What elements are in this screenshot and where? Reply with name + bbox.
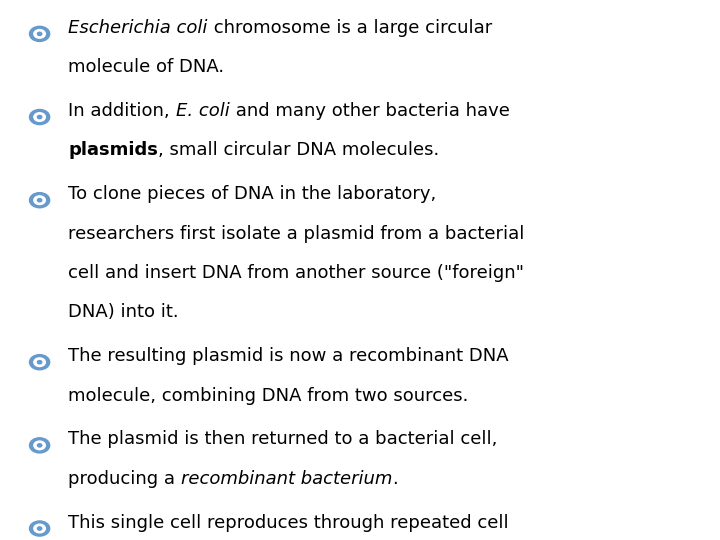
Text: The resulting plasmid is now a recombinant DNA: The resulting plasmid is now a recombina… [68, 347, 509, 365]
Circle shape [30, 110, 50, 125]
Text: molecule of DNA.: molecule of DNA. [68, 58, 225, 76]
Circle shape [37, 32, 42, 36]
Text: researchers first isolate a plasmid from a bacterial: researchers first isolate a plasmid from… [68, 225, 525, 242]
Circle shape [34, 196, 45, 205]
Text: and many other bacteria have: and many other bacteria have [230, 102, 510, 120]
Circle shape [30, 193, 50, 208]
Text: E. coli: E. coli [176, 102, 230, 120]
Circle shape [34, 441, 45, 450]
Text: recombinant bacterium: recombinant bacterium [181, 470, 392, 488]
Circle shape [37, 527, 42, 530]
Text: molecule, combining DNA from two sources.: molecule, combining DNA from two sources… [68, 387, 469, 404]
Text: .: . [392, 470, 398, 488]
Circle shape [30, 355, 50, 370]
Text: This single cell reproduces through repeated cell: This single cell reproduces through repe… [68, 514, 509, 531]
Text: Escherichia coli: Escherichia coli [68, 19, 208, 37]
Circle shape [34, 113, 45, 122]
Text: The plasmid is then returned to a bacterial cell,: The plasmid is then returned to a bacter… [68, 430, 498, 448]
Text: In addition,: In addition, [68, 102, 176, 120]
Circle shape [34, 358, 45, 367]
Circle shape [37, 444, 42, 447]
Circle shape [37, 361, 42, 364]
Circle shape [34, 524, 45, 533]
Text: DNA) into it.: DNA) into it. [68, 303, 179, 321]
Text: cell and insert DNA from another source ("foreign": cell and insert DNA from another source … [68, 264, 524, 282]
Circle shape [30, 438, 50, 453]
Circle shape [34, 30, 45, 38]
Circle shape [30, 26, 50, 42]
Circle shape [37, 199, 42, 202]
Text: chromosome is a large circular: chromosome is a large circular [208, 19, 492, 37]
Text: To clone pieces of DNA in the laboratory,: To clone pieces of DNA in the laboratory… [68, 185, 436, 203]
Text: plasmids: plasmids [68, 141, 158, 159]
Text: producing a: producing a [68, 470, 181, 488]
Circle shape [30, 521, 50, 536]
Text: , small circular DNA molecules.: , small circular DNA molecules. [158, 141, 439, 159]
Circle shape [37, 116, 42, 119]
